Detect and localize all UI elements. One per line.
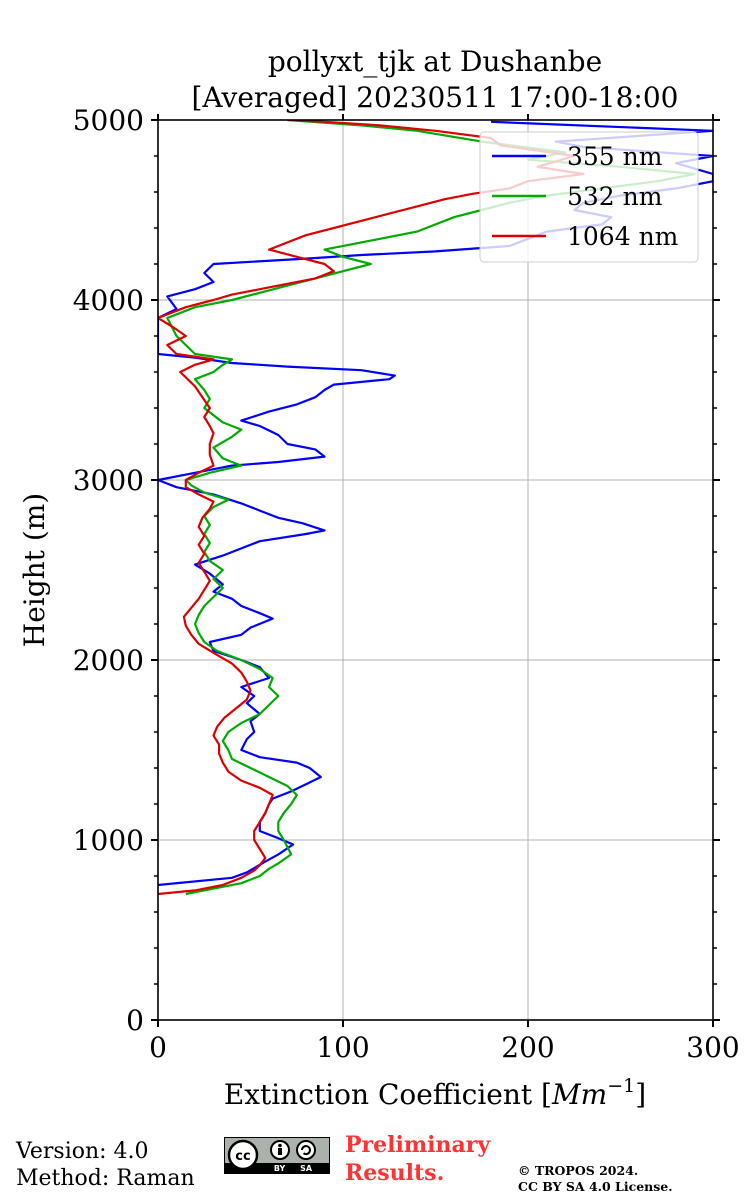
y-axis-label: Height (m) bbox=[18, 493, 51, 647]
y-tick-label: 0 bbox=[126, 1004, 144, 1037]
x-axis-label-base: Extinction Coefficient [ bbox=[224, 1078, 552, 1111]
x-axis-label-exponent: −1 bbox=[607, 1075, 635, 1097]
x-tick-label: 300 bbox=[686, 1031, 739, 1064]
preliminary-line1: Preliminary bbox=[345, 1132, 491, 1158]
legend-label: 532 nm bbox=[567, 182, 663, 211]
series-group bbox=[158, 120, 713, 896]
version-text: Version: 4.0 bbox=[16, 1139, 149, 1164]
legend: 355 nm 532 nm 1064 nm bbox=[479, 131, 699, 263]
chart-title: pollyxt_tjk at Dushanbe bbox=[268, 45, 602, 78]
sa-icon bbox=[296, 1140, 316, 1160]
x-axis-label-unit: Mm bbox=[551, 1078, 607, 1111]
axes-frame bbox=[157, 119, 714, 1021]
chart-subtitle: [Averaged] 20230511 17:00-18:00 bbox=[192, 81, 679, 114]
y-tick-label: 4000 bbox=[73, 284, 144, 317]
copyright: © TROPOS 2024. CC BY SA 4.0 License. bbox=[518, 1163, 673, 1195]
copyright-line2: CC BY SA 4.0 License. bbox=[518, 1179, 673, 1194]
copyright-line1: © TROPOS 2024. bbox=[518, 1163, 639, 1178]
y-tick-label: 5000 bbox=[73, 104, 144, 137]
legend-box bbox=[479, 131, 699, 263]
axes bbox=[157, 119, 714, 1021]
x-axis-label-end: ] bbox=[635, 1078, 646, 1111]
preliminary-results: Preliminary Results. bbox=[345, 1131, 490, 1187]
preliminary-line2: Results. bbox=[345, 1160, 445, 1186]
cc-license-badge: cc BY SA bbox=[224, 1137, 330, 1174]
chart: pollyxt_tjk at Dushanbe [Averaged] 20230… bbox=[18, 45, 740, 1111]
method-text: Method: Raman bbox=[16, 1166, 195, 1191]
x-tick-label: 0 bbox=[149, 1031, 167, 1064]
series-line-1064-nm bbox=[158, 120, 585, 896]
series-line-532-nm bbox=[166, 120, 696, 896]
cc-icon bbox=[227, 1139, 259, 1171]
x-tick-label: 200 bbox=[501, 1031, 554, 1064]
svg-text:cc: cc bbox=[235, 1149, 250, 1164]
plot-area bbox=[158, 120, 713, 896]
x-axis-label: Extinction Coefficient [Mm−1] bbox=[224, 1075, 646, 1111]
y-tick-label: 1000 bbox=[73, 824, 144, 857]
cc-badge-text: BY SA bbox=[274, 1164, 313, 1173]
y-tick-label: 2000 bbox=[73, 644, 144, 677]
y-tick-label: 3000 bbox=[73, 464, 144, 497]
legend-label: 1064 nm bbox=[567, 222, 679, 251]
legend-label: 355 nm bbox=[567, 142, 663, 171]
x-tick-label: 100 bbox=[316, 1031, 369, 1064]
footer-info: Version: 4.0 Method: Raman bbox=[16, 1138, 195, 1192]
